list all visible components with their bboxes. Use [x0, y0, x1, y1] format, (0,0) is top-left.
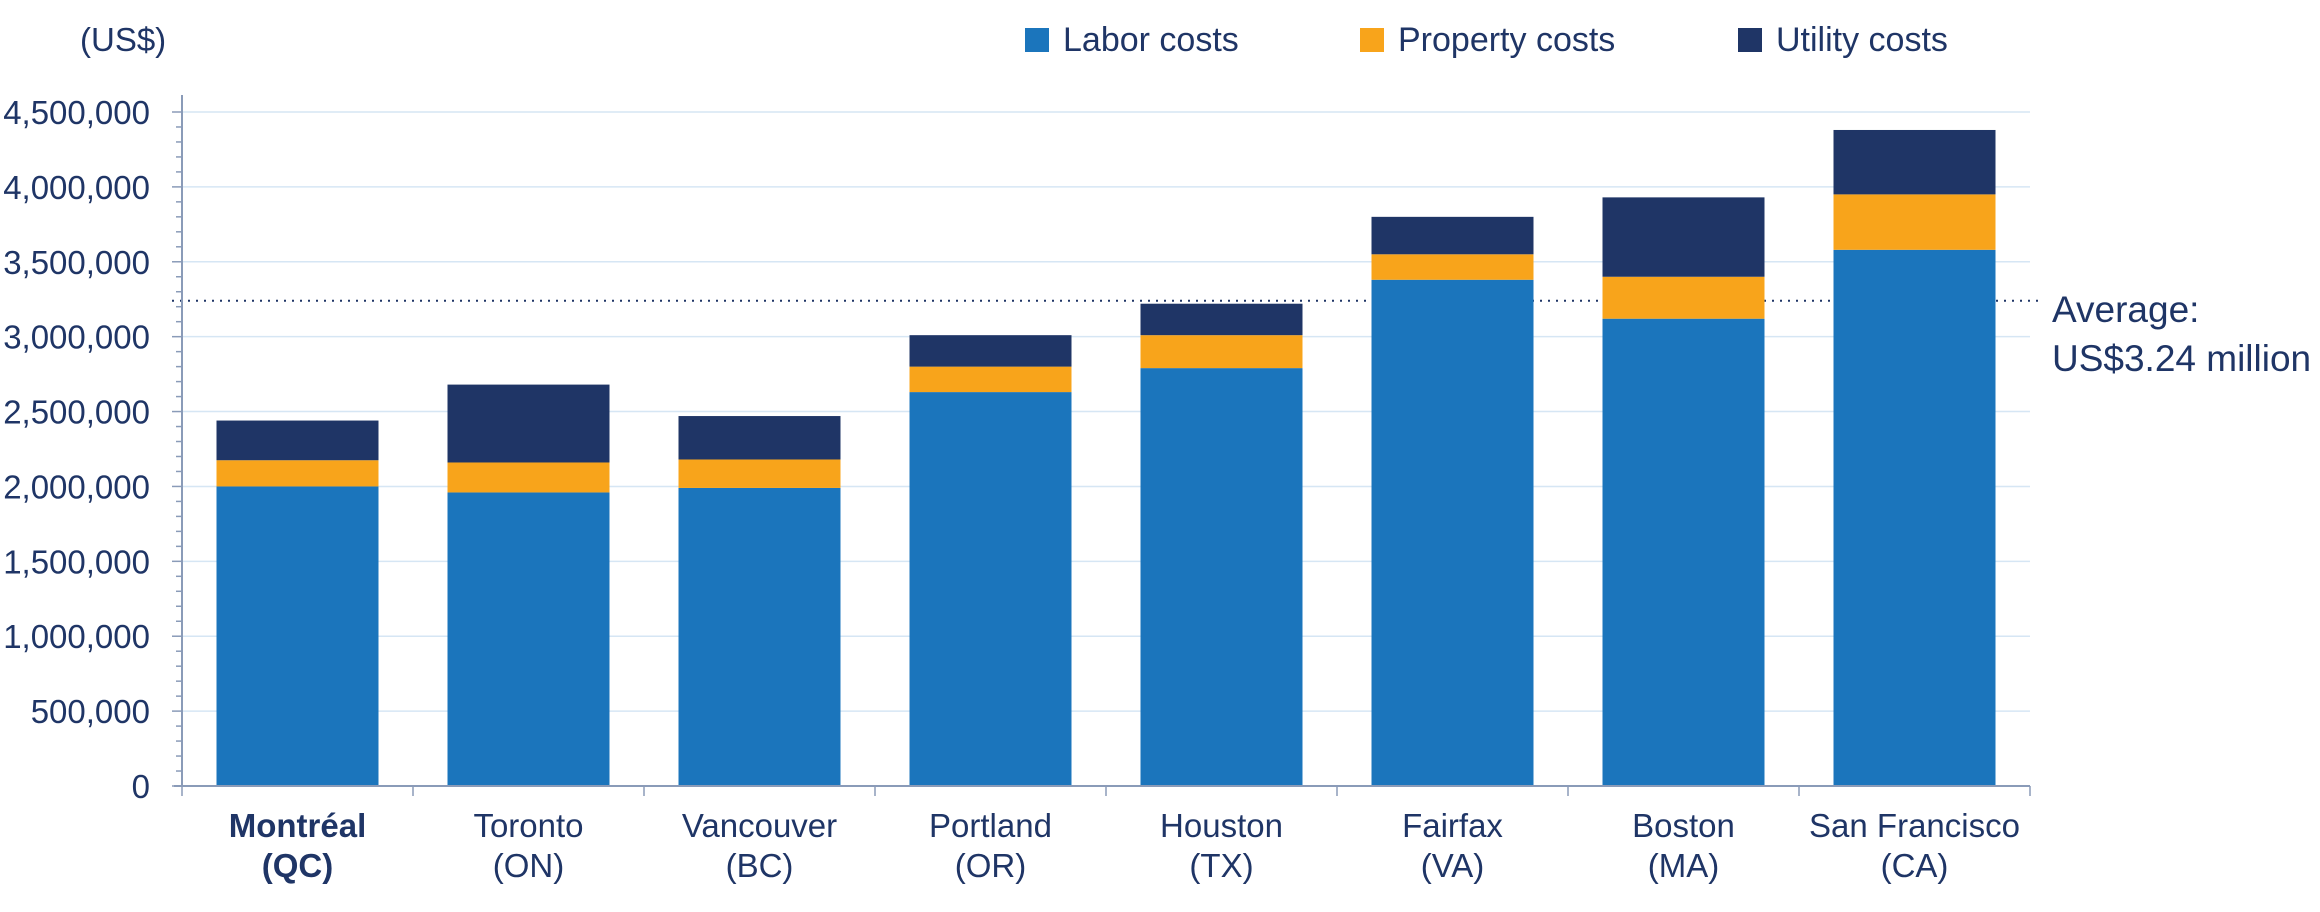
x-category-label: Houston: [1160, 807, 1283, 844]
bar-segment-utility-costs: [447, 384, 610, 463]
bar-segment-labor-costs: [1602, 318, 1765, 786]
average-label-line2: US$3.24 million: [2052, 338, 2311, 379]
average-label-line1: Average:: [2052, 289, 2199, 330]
bars: [216, 129, 1996, 787]
x-category-label: Fairfax: [1402, 807, 1503, 844]
bar-segment-property-costs: [1602, 276, 1765, 319]
bar-segment-utility-costs: [1371, 216, 1534, 255]
bar-segment-utility-costs: [1833, 129, 1996, 195]
x-category-sublabel: (VA): [1421, 847, 1485, 884]
bar-segment-labor-costs: [909, 392, 1072, 786]
bar-segment-property-costs: [216, 460, 379, 487]
bar-segment-labor-costs: [1140, 368, 1303, 786]
bar-segment-property-costs: [1833, 194, 1996, 250]
bar-segment-property-costs: [1371, 254, 1534, 280]
bar-segment-utility-costs: [909, 335, 1072, 367]
bar-segment-labor-costs: [447, 492, 610, 786]
bar-segment-property-costs: [447, 462, 610, 493]
y-tick-label: 1,000,000: [3, 618, 150, 655]
x-category-label: Boston: [1632, 807, 1735, 844]
x-category-sublabel: (ON): [493, 847, 564, 884]
bar-segment-labor-costs: [1833, 249, 1996, 787]
legend-label: Labor costs: [1063, 21, 1239, 59]
y-tick-label: 500,000: [31, 693, 150, 730]
y-tick-label: 4,000,000: [3, 169, 150, 206]
bar-segment-labor-costs: [216, 486, 379, 786]
y-tick-label: 3,000,000: [3, 319, 150, 356]
bar-segment-property-costs: [909, 366, 1072, 393]
bar-segment-property-costs: [1140, 335, 1303, 369]
bar-segment-utility-costs: [1140, 303, 1303, 336]
y-tick-label: 0: [132, 768, 150, 805]
x-category-labels: Montréal(QC) Toronto(ON) Vancouver(BC) Port…: [229, 807, 2020, 884]
x-category-label: Montréal: [229, 807, 367, 844]
y-tick-label: 1,500,000: [3, 543, 150, 580]
legend: Labor costs Property costs Utility costs: [1025, 21, 1948, 59]
legend-swatch: [1025, 28, 1049, 52]
x-category-label: Vancouver: [682, 807, 837, 844]
bar-segment-property-costs: [678, 459, 841, 488]
x-category-sublabel: (CA): [1881, 847, 1949, 884]
x-category-sublabel: (TX): [1189, 847, 1253, 884]
x-category-label: Toronto: [473, 807, 583, 844]
axes: [172, 95, 2031, 796]
bar-segment-utility-costs: [1602, 197, 1765, 277]
y-tick-label: 2,000,000: [3, 468, 150, 505]
bar-segment-labor-costs: [1371, 279, 1534, 786]
y-unit-label: (US$): [80, 21, 166, 58]
y-tick-labels: 0 500,000 1,000,000 1,500,000 2,000,000 2,500…: [3, 94, 150, 805]
bar-segment-labor-costs: [678, 487, 841, 786]
legend-swatch: [1738, 28, 1762, 52]
x-category-label: San Francisco: [1809, 807, 2020, 844]
bar-segment-utility-costs: [678, 416, 841, 460]
y-tick-label: 3,500,000: [3, 244, 150, 281]
x-category-sublabel: (MA): [1648, 847, 1719, 884]
legend-swatch: [1360, 28, 1384, 52]
y-tick-label: 4,500,000: [3, 94, 150, 131]
legend-label: Property costs: [1398, 21, 1615, 59]
legend-label: Utility costs: [1776, 21, 1948, 59]
x-category-sublabel: (QC): [262, 847, 333, 884]
bar-segment-utility-costs: [216, 420, 379, 461]
y-tick-label: 2,500,000: [3, 394, 150, 431]
x-category-label: Portland: [929, 807, 1052, 844]
x-category-sublabel: (BC): [726, 847, 794, 884]
x-category-sublabel: (OR): [955, 847, 1026, 884]
